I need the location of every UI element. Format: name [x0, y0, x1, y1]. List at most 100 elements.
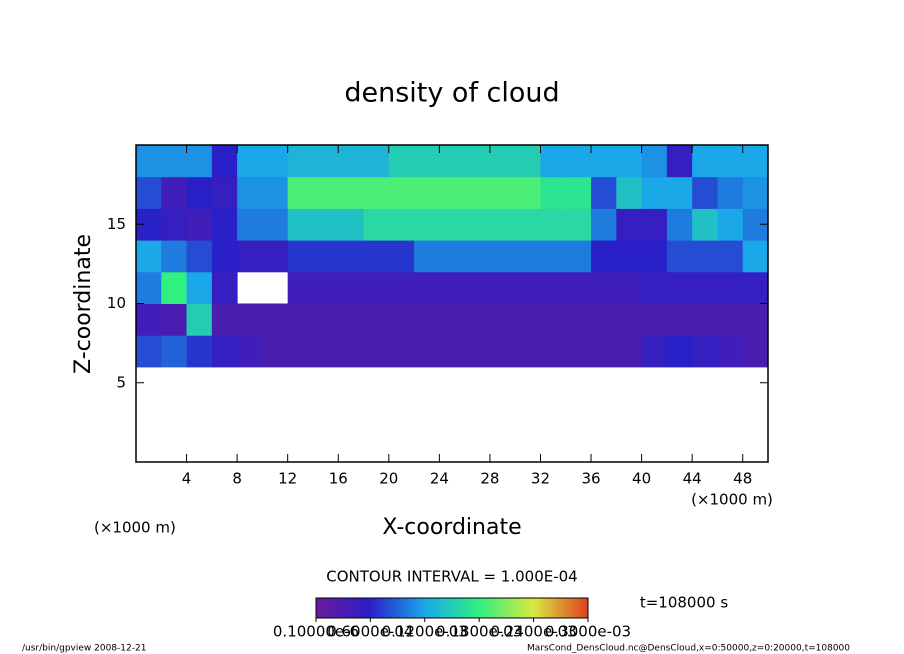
heat-cell — [540, 176, 567, 209]
x-tick-label: 36 — [581, 470, 600, 488]
heat-cell — [312, 303, 339, 336]
y-tick-label: 5 — [116, 373, 126, 391]
heat-cell — [464, 176, 491, 209]
heat-cell — [338, 335, 365, 368]
heat-cell — [338, 271, 365, 304]
heat-cell — [616, 208, 643, 241]
heat-cell — [439, 176, 466, 209]
heat-cell — [591, 335, 617, 368]
heat-cell — [439, 145, 466, 178]
heat-cell — [717, 208, 744, 241]
heat-cell — [540, 335, 567, 368]
colorbar-label: 0.1200e-03 — [382, 623, 468, 641]
heat-cell — [489, 240, 516, 273]
heat-cell — [515, 240, 541, 273]
heat-cell — [489, 176, 516, 209]
heat-cell — [338, 303, 365, 336]
heat-cell — [338, 208, 365, 241]
heat-cell — [666, 303, 693, 336]
heat-cell — [692, 145, 718, 178]
heat-cell — [515, 335, 541, 368]
heat-cell — [717, 303, 744, 336]
heat-cell — [464, 271, 491, 304]
colorbar-label: 0.10000e-6 — [273, 623, 359, 641]
heat-cell — [136, 145, 162, 178]
y-tick-label: 15 — [107, 215, 126, 233]
heat-cell — [540, 271, 567, 304]
heat-cell — [186, 335, 213, 368]
heat-cell — [312, 271, 339, 304]
heat-cell — [489, 335, 516, 368]
heat-cell — [363, 303, 390, 336]
heat-cell — [287, 240, 314, 273]
heat-cell — [464, 145, 491, 178]
heat-cell — [742, 271, 769, 304]
heat-cell — [565, 303, 592, 336]
time-label: t=108000 s — [640, 594, 728, 612]
heat-cell — [641, 240, 668, 273]
x-tick-label: 24 — [430, 470, 449, 488]
heat-cell — [338, 145, 365, 178]
heat-cell — [616, 271, 643, 304]
heat-cell — [161, 145, 188, 178]
heat-cell — [717, 271, 744, 304]
heat-cell — [388, 176, 415, 209]
heat-cell — [237, 176, 263, 209]
heat-cell — [211, 303, 238, 336]
colorbar-label: 0.2400e-03 — [490, 623, 576, 641]
colorbar-label: 0.1800e-03 — [436, 623, 522, 641]
heat-cell — [565, 208, 592, 241]
heat-cell — [287, 303, 314, 336]
heat-cell — [540, 240, 567, 273]
heat-cell — [515, 176, 541, 209]
heat-cell — [641, 208, 668, 241]
heat-cell — [414, 271, 440, 304]
footer: /usr/bin/gpview 2008-12-21 — [22, 644, 146, 654]
colorbar-label: 0.6000e-04 — [327, 623, 413, 641]
heat-cell — [464, 208, 491, 241]
heat-cell — [186, 208, 213, 241]
heat-cell — [388, 335, 415, 368]
heat-cell — [211, 176, 238, 209]
heat-cell — [616, 145, 643, 178]
heat-cell — [540, 145, 567, 178]
heat-cell — [287, 145, 314, 178]
heat-cell — [565, 335, 592, 368]
heat-cell — [237, 303, 263, 336]
heat-cell — [692, 176, 718, 209]
heat-cell — [287, 208, 314, 241]
heat-cell — [439, 303, 466, 336]
heat-cell — [565, 240, 592, 273]
heat-cell — [363, 240, 390, 273]
heat-cell — [414, 208, 440, 241]
heat-cell — [262, 145, 289, 178]
heat-cell — [186, 240, 213, 273]
heat-cell — [211, 335, 238, 368]
heat-cell — [388, 145, 415, 178]
heat-cell — [464, 240, 491, 273]
heat-cell — [464, 335, 491, 368]
heat-cell — [641, 176, 668, 209]
x-tick-label: 16 — [329, 470, 348, 488]
x-tick-label: 40 — [632, 470, 651, 488]
heat-cell — [414, 176, 440, 209]
x-tick-label: 48 — [733, 470, 752, 488]
x-tick-label: 8 — [232, 470, 242, 488]
heat-cell — [742, 335, 769, 368]
heat-cell — [136, 240, 162, 273]
heat-cell — [641, 303, 668, 336]
heat-cell — [489, 208, 516, 241]
footer: MarsCond_DensCloud.nc@DensCloud,x=0:5000… — [527, 644, 850, 654]
heat-cell — [262, 240, 289, 273]
heat-cell — [616, 240, 643, 273]
heat-cell — [414, 240, 440, 273]
heat-cell — [388, 240, 415, 273]
heat-cell — [287, 335, 314, 368]
heat-cell — [211, 208, 238, 241]
heat-cell — [515, 208, 541, 241]
colorbar — [315, 597, 589, 619]
heat-cell — [515, 145, 541, 178]
heat-cell — [439, 335, 466, 368]
heat-cell — [666, 335, 693, 368]
heat-cell — [388, 303, 415, 336]
